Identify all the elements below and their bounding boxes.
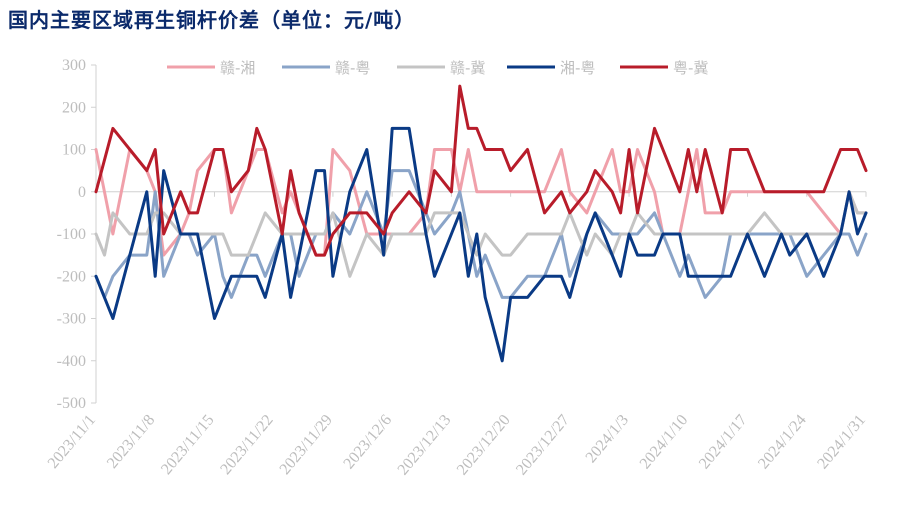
x-tick-label: 2024/1/31 [814,412,869,473]
legend-label: 湘-粤 [560,59,595,77]
y-tick-label: 200 [62,99,86,116]
y-tick-label: -100 [57,226,86,243]
x-tick-label: 2023/12/20 [454,412,514,479]
x-tick-label: 2024/1/10 [637,412,692,473]
y-tick-label: 300 [62,57,86,74]
x-tick-label: 2023/12/6 [340,412,395,473]
y-tick-label: -500 [57,395,86,412]
x-tick-label: 2023/11/15 [158,412,217,478]
x-tick-label: 2024/1/3 [583,412,633,467]
series-lines [94,84,868,363]
series-line [94,190,868,278]
x-tick-label: 2023/11/8 [104,412,158,472]
chart-title: 国内主要区域再生铜杆价差（单位：元/吨） [8,8,416,32]
legend: 赣-湘 赣-粤 赣-冀 湘-粤 粤-冀 [167,59,708,77]
y-tick-label: -400 [57,353,86,370]
x-tick-label: 2023/12/13 [395,412,455,479]
x-tick-label: 2024/1/17 [696,412,751,473]
y-tick-label: 100 [62,142,86,159]
y-axis-ticks: 300 200 100 0 -100 -200 -300 -400 -500 [57,57,96,412]
legend-label: 赣-粤 [335,59,370,77]
x-tick-label: 2024/1/24 [755,412,810,473]
x-tick-label: 2023/11/1 [45,412,99,472]
series-line [94,84,868,257]
y-tick-label: -200 [57,268,86,285]
legend-label: 粤-冀 [673,59,708,77]
x-tick-label: 2023/12/27 [513,412,573,479]
x-tick-label: 2023/11/22 [217,412,276,478]
y-tick-label: 0 [78,184,86,201]
legend-label: 赣-湘 [220,59,255,77]
x-tick-label: 2023/11/29 [276,412,335,478]
legend-label: 赣-冀 [450,59,485,77]
y-tick-label: -300 [57,311,86,328]
series-line [94,126,868,363]
